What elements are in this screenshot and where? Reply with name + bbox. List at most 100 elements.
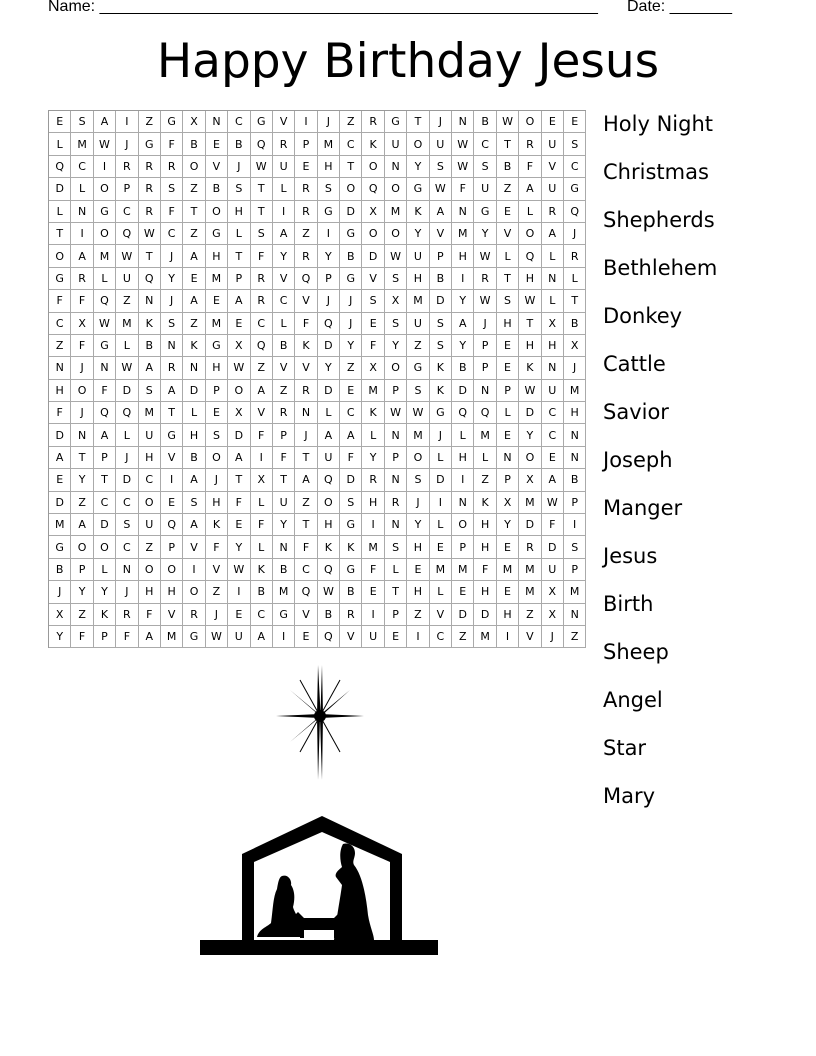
grid-cell: T [272,469,296,492]
grid-cell: Y [452,334,475,358]
grid-cell: H [183,424,206,447]
grid-cell: L [496,402,520,425]
grid-cell: M [71,133,94,156]
word-list-item: Mary [603,784,656,808]
grid-cell: L [272,312,296,335]
grid-cell: W [541,491,564,515]
grid-cell: X [362,200,385,223]
grid-cell: V [340,625,363,649]
grid-cell: U [317,446,341,470]
grid-cell: D [452,379,475,403]
grid-cell: S [384,536,408,559]
grid-cell: M [519,581,542,604]
grid-cell: I [563,514,587,537]
grid-cell: J [317,111,341,134]
grid-cell: R [272,402,296,425]
grid-cell: O [160,558,184,582]
grid-cell: U [407,245,430,268]
grid-cell: S [563,536,587,559]
grid-cell: R [519,536,542,559]
grid-cell: H [362,491,385,515]
grid-cell: T [228,245,251,268]
grid-cell: G [407,178,430,201]
grid-cell: U [541,178,564,201]
grid-cell: F [49,402,72,425]
grid-cell: W [519,379,542,403]
grid-cell: V [272,357,296,380]
grid-cell: H [407,581,430,604]
grid-cell: W [205,625,229,649]
grid-cell: R [384,491,408,515]
grid-cell: M [496,558,520,582]
grid-cell: Q [317,558,341,582]
grid-cell: H [519,267,542,291]
grid-cell: X [384,290,408,313]
grid-cell: F [138,603,161,626]
grid-cell: P [429,245,453,268]
grid-cell: V [205,558,229,582]
grid-cell: O [362,155,385,179]
grid-cell: P [496,469,520,492]
grid-cell: J [563,222,587,246]
grid-cell: T [71,446,94,470]
grid-cell: U [384,133,408,156]
word-list-item: Donkey [603,304,683,328]
grid-cell: A [295,469,318,492]
grid-cell: D [183,379,206,403]
grid-cell: N [563,446,587,470]
grid-cell: F [49,290,72,313]
grid-cell: E [496,357,520,380]
grid-cell: W [250,155,273,179]
grid-cell: I [295,111,318,134]
grid-cell: B [563,312,587,335]
grid-cell: R [295,245,318,268]
grid-cell: S [228,178,251,201]
grid-cell: D [93,514,117,537]
grid-cell: W [93,133,117,156]
grid-cell: S [429,312,453,335]
grid-cell: B [205,178,229,201]
grid-cell: M [563,581,587,604]
grid-cell: L [563,267,587,291]
grid-cell: M [317,133,341,156]
grid-cell: C [49,312,72,335]
grid-cell: W [496,111,520,134]
grid-cell: J [340,290,363,313]
grid-cell: F [116,625,139,649]
grid-cell: N [541,357,564,380]
grid-cell: H [205,357,229,380]
grid-cell: T [407,111,430,134]
grid-cell: J [116,133,139,156]
grid-cell: B [429,267,453,291]
grid-cell: X [541,312,564,335]
grid-cell: K [429,379,453,403]
grid-cell: P [116,178,139,201]
grid-cell: R [116,603,139,626]
grid-cell: I [160,469,184,492]
grid-cell: C [474,133,497,156]
grid-cell: F [340,446,363,470]
grid-cell: E [407,558,430,582]
grid-cell: H [541,334,564,358]
grid-cell: N [205,111,229,134]
grid-cell: K [407,200,430,223]
grid-cell: F [71,625,94,649]
grid-cell: O [519,222,542,246]
grid-cell: S [250,222,273,246]
word-list: Holy Night Christmas Shepherds Bethlehem Don… [603,112,717,832]
grid-cell: O [93,222,117,246]
grid-cell: L [116,334,139,358]
grid-cell: E [295,625,318,649]
grid-cell: C [116,200,139,223]
grid-cell: O [407,133,430,156]
grid-cell: L [541,245,564,268]
grid-cell: X [519,469,542,492]
grid-cell: A [541,222,564,246]
grid-cell: H [228,200,251,223]
grid-cell: V [519,625,542,649]
grid-cell: U [228,625,251,649]
grid-cell: H [160,581,184,604]
grid-cell: E [228,603,251,626]
grid-cell: M [429,558,453,582]
grid-cell: H [474,514,497,537]
